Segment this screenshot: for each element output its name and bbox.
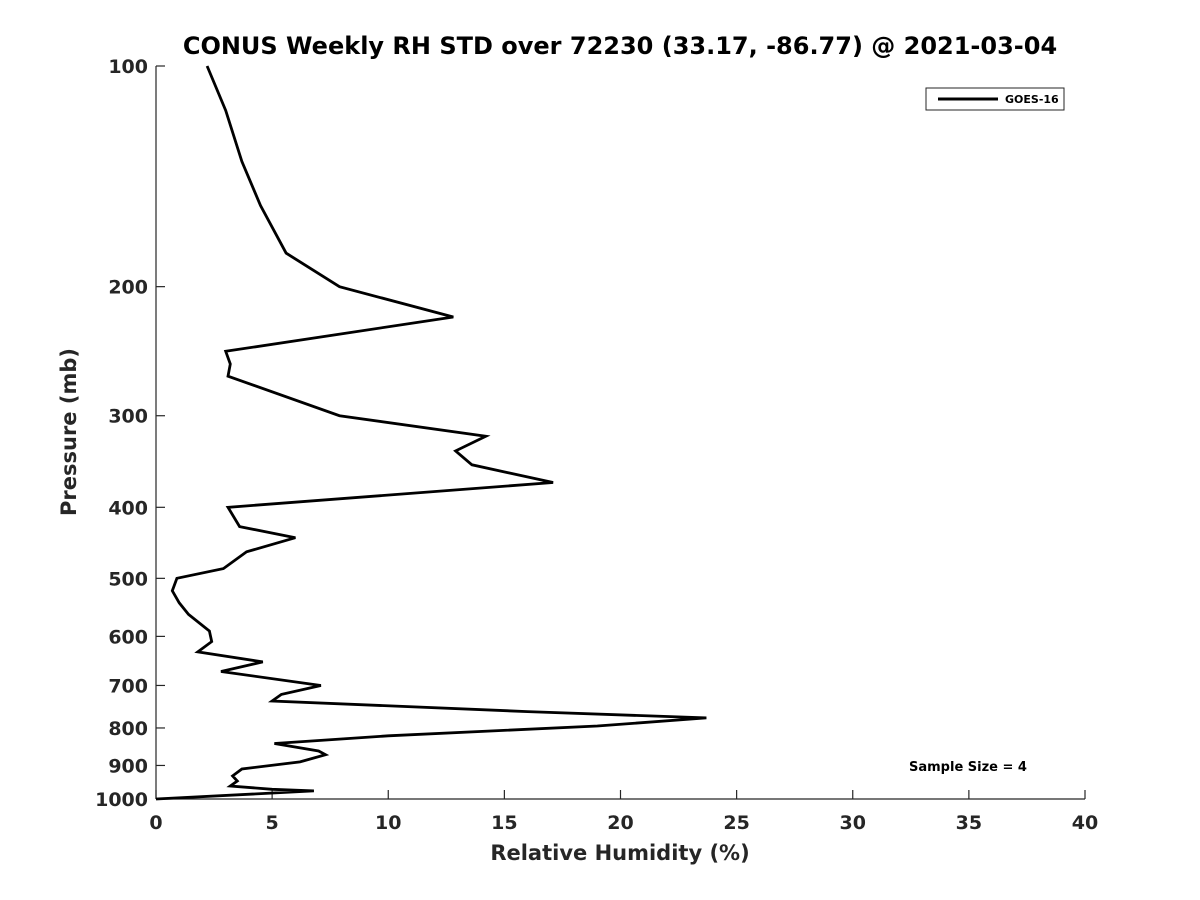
x-tick-label: 15 bbox=[491, 812, 517, 834]
y-tick-label: 700 bbox=[108, 675, 148, 697]
x-axis-label: Relative Humidity (%) bbox=[490, 841, 749, 865]
x-tick-label: 40 bbox=[1072, 812, 1098, 834]
series-layer bbox=[155, 65, 707, 801]
legend-entry-goes-16: GOES-16 bbox=[1005, 93, 1059, 106]
y-tick-label: 300 bbox=[108, 406, 148, 428]
plot-axes bbox=[155, 66, 1085, 800]
x-tick-label: 35 bbox=[956, 812, 982, 834]
y-tick-label: 600 bbox=[108, 626, 148, 648]
y-tick-label: 500 bbox=[108, 568, 148, 590]
x-tick-label: 5 bbox=[266, 812, 279, 834]
y-tick-label: 400 bbox=[108, 497, 148, 519]
y-axis-ticks: 100 200 300 400 500 600 700 800 900 1000 bbox=[95, 56, 165, 811]
x-tick-label: 30 bbox=[840, 812, 866, 834]
legend: GOES-16 bbox=[925, 87, 1065, 111]
chart-title: CONUS Weekly RH STD over 72230 (33.17, -… bbox=[183, 32, 1057, 60]
x-tick-label: 10 bbox=[375, 812, 401, 834]
y-tick-label: 900 bbox=[108, 755, 148, 777]
x-axis-ticks: 0 5 10 15 20 25 30 35 40 bbox=[149, 790, 1098, 834]
y-tick-label: 800 bbox=[108, 718, 148, 740]
y-axis-label: Pressure (mb) bbox=[57, 348, 81, 516]
x-tick-label: 25 bbox=[723, 812, 749, 834]
x-tick-label: 20 bbox=[607, 812, 633, 834]
y-tick-label: 200 bbox=[108, 277, 148, 299]
sample-size-annotation: Sample Size = 4 bbox=[909, 760, 1027, 775]
y-tick-label: 100 bbox=[108, 56, 148, 78]
series-line-goes-16 bbox=[155, 65, 707, 801]
y-tick-label: 1000 bbox=[95, 789, 148, 811]
x-tick-label: 0 bbox=[149, 812, 162, 834]
